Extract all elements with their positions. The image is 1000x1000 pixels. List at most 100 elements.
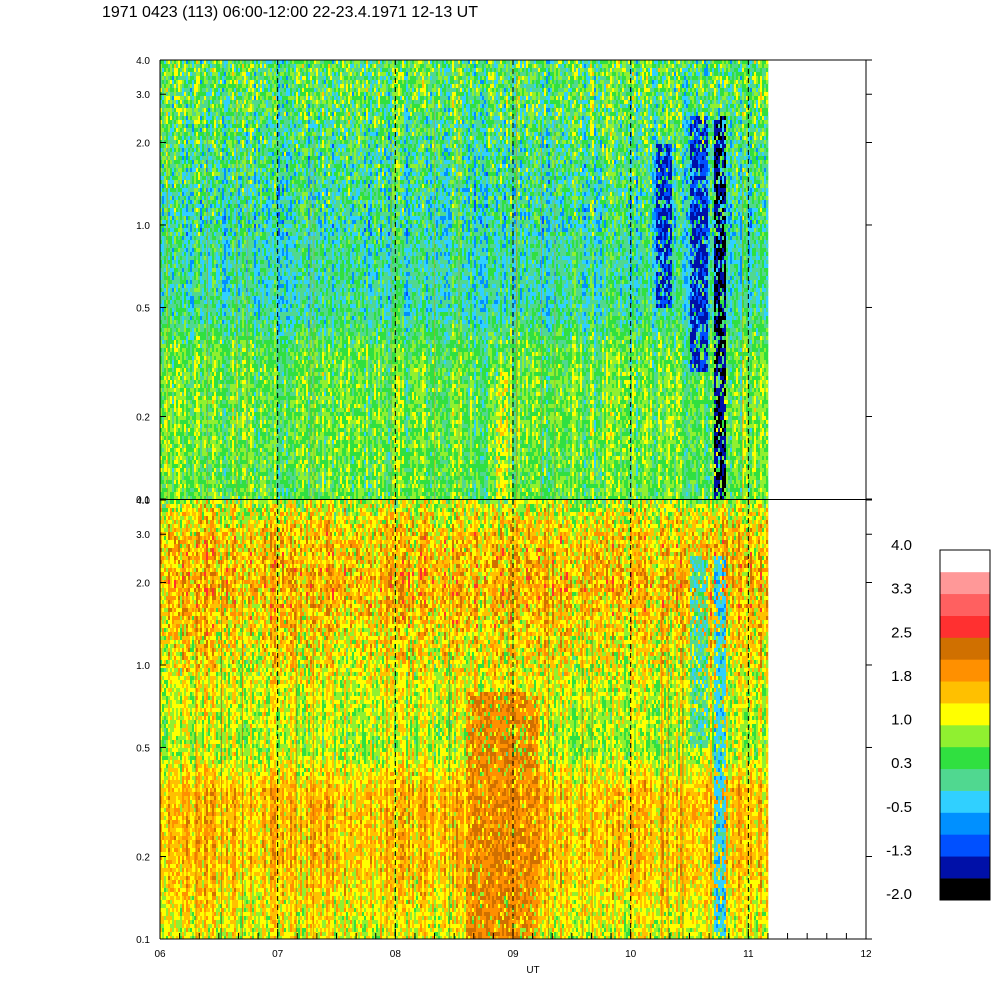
heatmap-cell [208,84,210,88]
heatmap-cell [174,444,176,448]
heatmap-cell [180,76,182,80]
heatmap-cell [200,368,202,372]
heatmap-cell [194,200,196,204]
heatmap-cell [162,184,164,188]
heatmap-cell [214,148,216,152]
heatmap-cell [190,92,192,96]
heatmap-cell [178,436,180,440]
heatmap-cell [162,268,164,272]
heatmap-cell [186,112,188,116]
heatmap-cell [216,268,218,272]
heatmap-cell [176,328,178,332]
heatmap-cell [184,136,186,140]
heatmap-cell [176,280,178,284]
heatmap-cell [184,436,186,440]
heatmap-cell [174,60,176,64]
heatmap-cell [216,224,218,228]
heatmap-cell [188,424,190,428]
heatmap-cell [164,472,166,476]
heatmap-cell [190,416,192,420]
heatmap-cell [204,272,206,276]
heatmap-cell [196,436,198,440]
heatmap-cell [208,92,210,96]
heatmap-cell [182,328,184,332]
heatmap-cell [162,88,164,92]
heatmap-cell [194,456,196,460]
heatmap-cell [192,196,194,200]
heatmap-cell [202,156,204,160]
heatmap-cell [190,172,192,176]
heatmap-cell [174,336,176,340]
heatmap-cell [208,120,210,124]
heatmap-cell [190,76,192,80]
heatmap-cell [202,60,204,64]
heatmap-cell [190,252,192,256]
heatmap-cell [186,212,188,216]
heatmap-cell [194,404,196,408]
heatmap-cell [176,92,178,96]
heatmap-cell [216,116,218,120]
heatmap-cell [214,448,216,452]
heatmap-cell [184,424,186,428]
heatmap-cell [202,184,204,188]
heatmap-cell [192,360,194,364]
heatmap-cell [168,496,170,499]
heatmap-cell [190,192,192,196]
heatmap-cell [194,212,196,216]
heatmap-cell [178,344,180,348]
heatmap-cell [192,336,194,340]
heatmap-cell [212,148,214,152]
heatmap-cell [186,244,188,248]
heatmap-cell [190,320,192,324]
heatmap-cell [208,144,210,148]
heatmap-cell [178,88,180,92]
heatmap-cell [174,304,176,308]
heatmap-cell [194,312,196,316]
heatmap-cell [170,196,172,200]
heatmap-cell [172,84,174,88]
heatmap-cell [186,192,188,196]
heatmap-cell [170,428,172,432]
heatmap-cell [186,480,188,484]
heatmap-cell [198,444,200,448]
heatmap-cell [196,128,198,132]
heatmap-cell [210,472,212,476]
heatmap-cell [194,136,196,140]
heatmap-cell [188,320,190,324]
heatmap-cell [182,264,184,268]
heatmap-cell [212,216,214,220]
heatmap-cell [210,400,212,404]
heatmap-cell [170,464,172,468]
heatmap-cell [194,364,196,368]
heatmap-cell [192,152,194,156]
heatmap-cell [162,116,164,120]
heatmap-cell [188,308,190,312]
heatmap-cell [210,460,212,464]
heatmap-cell [214,276,216,280]
heatmap-cell [190,224,192,228]
heatmap-cell [170,256,172,260]
heatmap-cell [186,256,188,260]
heatmap-cell [174,356,176,360]
heatmap-cell [214,92,216,96]
heatmap-cell [170,460,172,464]
heatmap-cell [208,216,210,220]
heatmap-cell [188,448,190,452]
heatmap-cell [164,268,166,272]
heatmap-cell [186,436,188,440]
heatmap-cell [196,372,198,376]
heatmap-cell [196,76,198,80]
heatmap-cell [192,60,194,64]
heatmap-cell [210,440,212,444]
heatmap-cell [172,480,174,484]
heatmap-cell [216,64,218,68]
heatmap-cell [186,236,188,240]
heatmap-cell [170,348,172,352]
heatmap-cell [162,280,164,284]
heatmap-cell [162,468,164,472]
heatmap-cell [188,192,190,196]
heatmap-cell [172,92,174,96]
heatmap-cell [204,136,206,140]
heatmap-cell [164,384,166,388]
heatmap-cell [204,420,206,424]
